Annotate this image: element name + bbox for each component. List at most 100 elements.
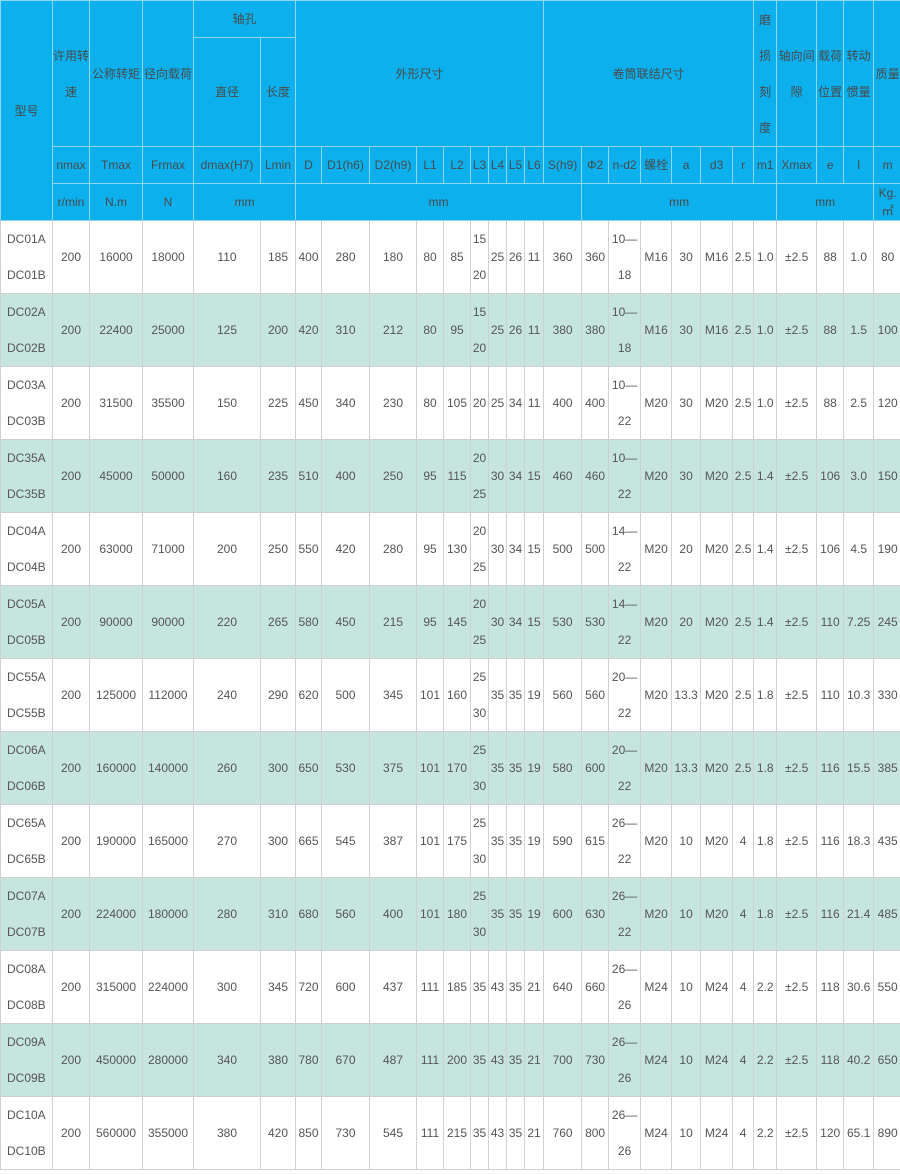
cell--2: 530: [581, 585, 610, 659]
cell-l6: 19: [524, 658, 545, 732]
cell-tmax: 160000: [89, 731, 143, 805]
cell-m: 385: [873, 731, 900, 805]
cell--2: 500: [581, 512, 610, 586]
cell-n-d2: 20— 22: [608, 658, 642, 732]
cell-l6: 11: [524, 220, 545, 294]
cell-d1-h6-: 670: [321, 1023, 371, 1097]
cell-lmin: 250: [259, 512, 297, 586]
cell-d1-h6-: 600: [321, 950, 371, 1024]
cell--2: 600: [581, 731, 610, 805]
cell-frmax: 71000: [142, 512, 194, 586]
cell-l1: 80: [416, 366, 445, 440]
header-code-l5: L5: [506, 146, 526, 184]
header-code-xmax: Xmax: [776, 146, 818, 184]
header-speed: 许用转 速: [52, 0, 90, 147]
cell-dmax-h7-: 270: [193, 804, 261, 878]
cell-l4: 43: [488, 950, 508, 1024]
cell-m1: 1.8: [753, 877, 778, 951]
cell-n-d2: 26— 22: [608, 877, 642, 951]
cell-d3: M16: [700, 293, 734, 367]
cell-l1: 95: [416, 512, 445, 586]
table-row: DC04A DC04B 200 63000 71000 200 250 550 420 280 9…: [0, 512, 900, 586]
cell-e: 116: [816, 731, 845, 805]
cell-lmin: 300: [259, 804, 297, 878]
cell-e: 118: [816, 950, 845, 1024]
cell-m1: 1.8: [753, 804, 778, 878]
cell-l6: 15: [524, 439, 545, 513]
cell--: M20: [640, 439, 673, 513]
header-wear: 磨 损 刻 度: [753, 0, 778, 147]
cell-l3: 25 30: [470, 804, 490, 878]
cell-l1: 80: [416, 220, 445, 294]
cell-l6: 19: [524, 731, 545, 805]
cell-d2-h9-: 230: [369, 366, 418, 440]
cell-e: 120: [816, 1096, 845, 1170]
header-code-l2: L2: [443, 146, 472, 184]
cell-n-d2: 14— 22: [608, 585, 642, 659]
cell-d1-h6-: 545: [321, 804, 371, 878]
cell-m1: 1.0: [753, 366, 778, 440]
cell-a: 20: [671, 585, 702, 659]
cell-m1: 2.2: [753, 1023, 778, 1097]
cell-l6: 19: [524, 877, 545, 951]
cell-tmax: 125000: [89, 658, 143, 732]
cell-s-h9-: 360: [543, 220, 583, 294]
cell-frmax: 140000: [142, 731, 194, 805]
cell-tmax: 450000: [89, 1023, 143, 1097]
cell-model: DC03A DC03B: [0, 366, 53, 440]
cell-d2-h9-: 215: [369, 585, 418, 659]
cell-d2-h9-: 545: [369, 1096, 418, 1170]
cell-l5: 34: [506, 512, 526, 586]
cell-s-h9-: 590: [543, 804, 583, 878]
cell-frmax: 25000: [142, 293, 194, 367]
cell-xmax: ±2.5: [776, 804, 818, 878]
cell-l6: 21: [524, 950, 545, 1024]
cell--2: 660: [581, 950, 610, 1024]
cell-l1: 101: [416, 658, 445, 732]
cell--2: 730: [581, 1023, 610, 1097]
cell-m: 550: [873, 950, 900, 1024]
header-mass: 质量: [873, 0, 900, 147]
cell-l3: 35: [470, 950, 490, 1024]
cell-frmax: 18000: [142, 220, 194, 294]
cell-l3: 20 25: [470, 585, 490, 659]
cell-nmax: 200: [52, 585, 90, 659]
cell-l4: 30: [488, 439, 508, 513]
cell-m: 435: [873, 804, 900, 878]
cell-l2: 95: [443, 293, 472, 367]
cell-model: DC35A DC35B: [0, 439, 53, 513]
cell-i: 4.5: [843, 512, 875, 586]
cell-e: 116: [816, 804, 845, 878]
cell-model: DC01A DC01B: [0, 220, 53, 294]
cell-d: 620: [295, 658, 323, 732]
cell-model: DC09A DC09B: [0, 1023, 53, 1097]
cell-i: 18.3: [843, 804, 875, 878]
cell-d1-h6-: 420: [321, 512, 371, 586]
cell-dmax-h7-: 340: [193, 1023, 261, 1097]
cell-a: 10: [671, 877, 702, 951]
cell-l3: 35: [470, 1096, 490, 1170]
cell-m1: 2.2: [753, 950, 778, 1024]
cell-tmax: 63000: [89, 512, 143, 586]
cell-lmin: 345: [259, 950, 297, 1024]
cell-m1: 1.0: [753, 293, 778, 367]
cell-l5: 35: [506, 1023, 526, 1097]
table-row: DC10A DC10B 200 560000 355000 380 420 850 730 54…: [0, 1096, 900, 1170]
cell-lmin: 235: [259, 439, 297, 513]
cell-d3: M20: [700, 585, 734, 659]
cell-l3: 15 20: [470, 293, 490, 367]
cell-l5: 26: [506, 220, 526, 294]
cell-l5: 34: [506, 585, 526, 659]
cell-nmax: 200: [52, 731, 90, 805]
cell-l4: 25: [488, 366, 508, 440]
cell-s-h9-: 460: [543, 439, 583, 513]
cell-d1-h6-: 730: [321, 1096, 371, 1170]
cell-dmax-h7-: 260: [193, 731, 261, 805]
cell-lmin: 380: [259, 1023, 297, 1097]
cell-l5: 35: [506, 731, 526, 805]
cell--: M24: [640, 950, 673, 1024]
cell-d: 780: [295, 1023, 323, 1097]
cell--2: 630: [581, 877, 610, 951]
cell--2: 460: [581, 439, 610, 513]
cell-d3: M24: [700, 1023, 734, 1097]
